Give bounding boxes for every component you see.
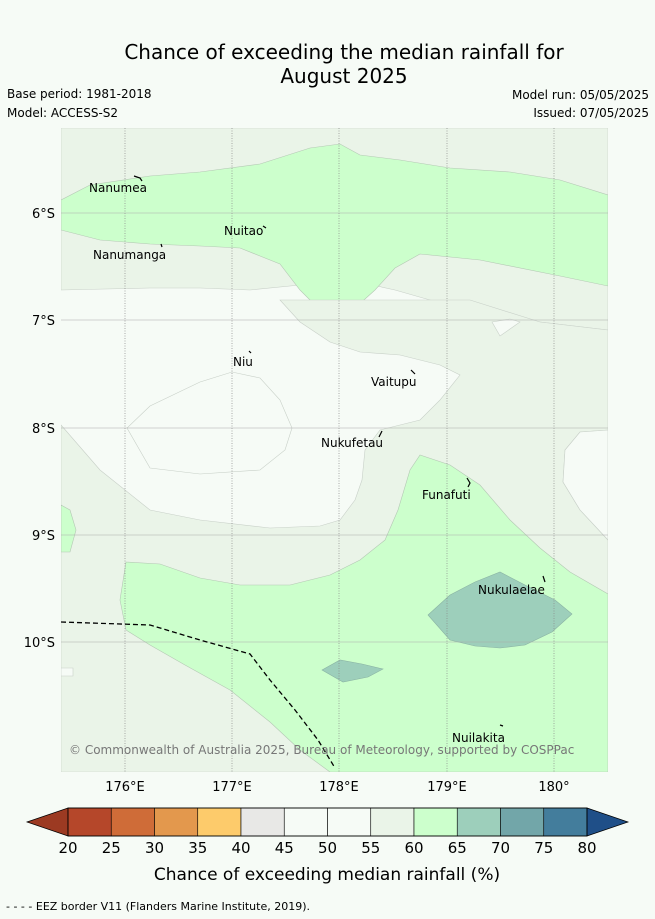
place-nanumea: Nanumea [89,181,147,195]
lon-tick-178e: 178°E [319,780,359,795]
colorbar-tick-35: 35 [188,839,207,857]
colorbar-tick-45: 45 [275,839,294,857]
eez-border [61,621,336,769]
title-line-2: August 2025 [280,64,408,88]
place-vaitupu: Vaitupu [371,375,417,389]
colorbar-tick-25: 25 [102,839,121,857]
lat-gridlines [61,212,608,643]
page-title: Chance of exceeding the median rainfall … [0,40,655,88]
colorbar-cell-70-75 [500,807,545,837]
colorbar-tick-75: 75 [534,839,553,857]
lat-tick-9s: 9°S [32,529,55,544]
colorbar-cell-50-55 [327,807,372,837]
lat-tick-8s: 8°S [32,422,55,437]
place-funafuti: Funafuti [422,488,471,502]
issued-date: Issued: 07/05/2025 [533,106,649,120]
model-run: Model run: 05/05/2025 [511,88,649,102]
lon-tick-180: 180° [538,780,569,795]
colorbar-under-arrow [25,807,69,837]
island-marks [133,175,546,727]
colorbar-tick-50: 50 [318,839,337,857]
colorbar-tick-40: 40 [231,839,250,857]
colorbar-cell-45-50 [283,807,328,837]
place-nanumanga: Nanumanga [93,248,166,262]
place-niu: Niu [233,355,253,369]
colorbar-tick-65: 65 [448,839,467,857]
colorbar-cell-30-35 [154,807,199,837]
lat-tick-7s: 7°S [32,314,55,329]
colorbar-cell-60-65 [413,807,458,837]
region-50-55-east [562,429,608,541]
colorbar-cell-65-70 [456,807,501,837]
colorbar-tick-80: 80 [577,839,596,857]
colorbar-tick-55: 55 [361,839,380,857]
colorbar-cell-25-30 [110,807,155,837]
colorbar-cell-55-60 [370,807,415,837]
colorbar-over-arrow [586,807,630,837]
region-65-70-nukulaelae [427,571,573,649]
eez-footnote: - - - - EEZ border V11 (Flanders Marine … [6,900,311,913]
colorbar-label: Chance of exceeding median rainfall (%) [154,865,500,885]
colorbar-tick-30: 30 [145,839,164,857]
colorbar-cell-20-25 [67,807,112,837]
region-60-65-west [61,504,77,553]
colorbar-cell-40-45 [240,807,285,837]
region-50-55-inner [126,371,293,475]
colorbar-frame [67,807,588,837]
place-nuitao: Nuitao [224,224,263,238]
model-name: Model: ACCESS-S2 [7,106,119,120]
lon-tick-176e: 176°E [105,780,145,795]
region-50-55-west-speck [61,667,74,677]
place-nuilakita: Nuilakita [452,731,505,745]
region-65-70-small [321,659,384,683]
title-line-1: Chance of exceeding the median rainfall … [124,40,564,64]
lat-tick-6s: 6°S [32,207,55,222]
forecast-map: Nanumea Nuitao Nanumanga Niu Vaitupu Nuk… [24,128,630,885]
region-60-65-north [61,143,608,323]
region-60-65-south [119,454,608,772]
colorbar-tick-60: 60 [404,839,423,857]
colorbar: 20 25 30 35 40 45 50 55 60 65 70 75 80 Chance of exc… [25,807,630,885]
colorbar-tick-70: 70 [491,839,510,857]
colorbar-tick-20: 20 [58,839,77,857]
base-period: Base period: 1981-2018 [7,87,152,101]
lon-tick-179e: 179°E [427,780,467,795]
lat-tick-10s: 10°S [24,636,55,651]
map-plot-area: Nanumea Nuitao Nanumanga Niu Vaitupu Nuk… [61,128,608,772]
place-nukulaelae: Nukulaelae [478,583,545,597]
copyright-notice: © Commonwealth of Australia 2025, Bureau… [69,743,574,757]
place-nukufetau: Nukufetau [321,436,383,450]
lon-tick-177e: 177°E [212,780,252,795]
colorbar-cell-75-80 [543,807,588,837]
colorbar-cell-35-40 [197,807,242,837]
